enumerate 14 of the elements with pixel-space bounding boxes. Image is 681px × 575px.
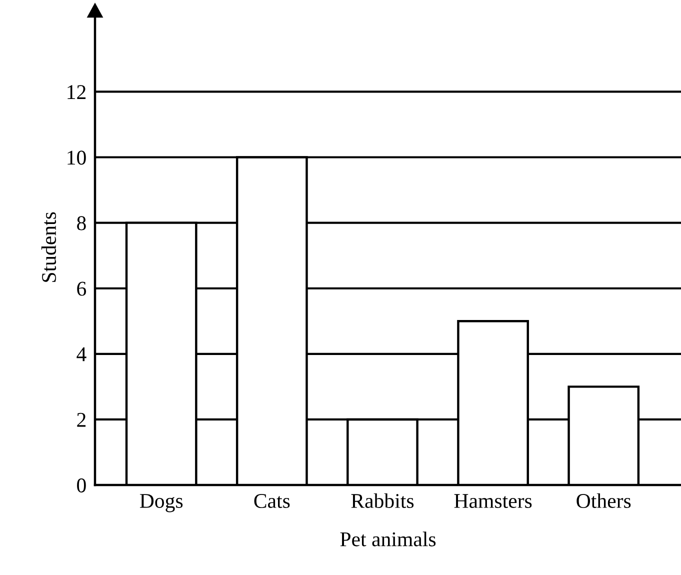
x-tick-label: Cats	[254, 494, 290, 508]
y-tick-label: 6	[77, 282, 86, 296]
y-tick-label: 4	[76, 347, 86, 362]
y-tick-label: 2	[77, 412, 86, 427]
y-tick-label: 12	[68, 85, 86, 99]
x-tick-label: Hamsters	[454, 494, 532, 508]
y-tick-label: 0	[77, 478, 86, 492]
y-tick-label: 8	[77, 216, 86, 230]
y-axis-title: Students	[41, 212, 56, 282]
x-tick-label: Dogs	[140, 494, 183, 512]
x-axis-title: Pet animals	[340, 532, 436, 546]
x-tick-label: Others	[576, 493, 631, 508]
y-tick-label: 10	[68, 150, 86, 165]
x-tick-label: Rabbits	[351, 493, 414, 508]
